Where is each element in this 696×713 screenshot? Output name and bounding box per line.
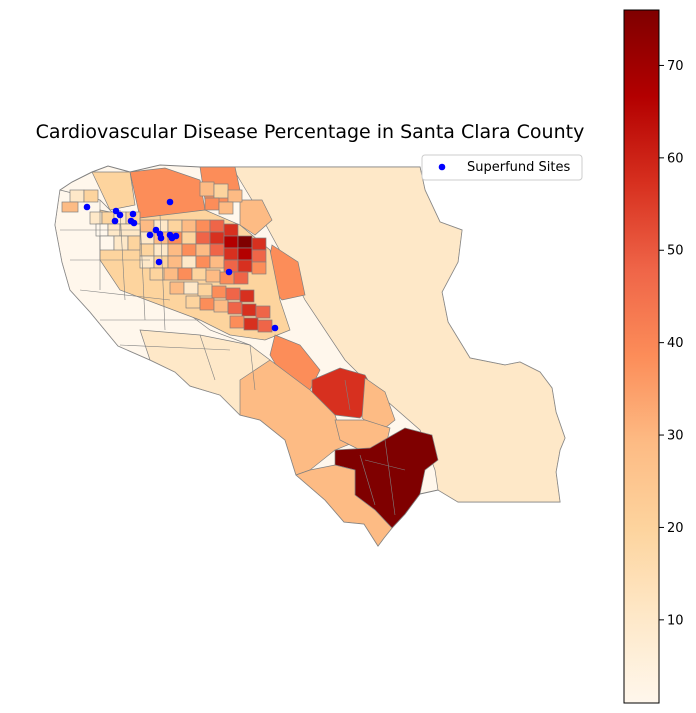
superfund-site-marker — [172, 232, 180, 240]
superfund-site-marker — [155, 258, 163, 266]
tract-northeast-2 — [239, 199, 273, 236]
legend-box — [421, 154, 583, 181]
urban-tracts — [61, 181, 273, 333]
superfund-site-marker — [157, 234, 165, 242]
tract-north-light — [91, 171, 136, 211]
colorbar-tick-label: 10 — [667, 613, 684, 628]
superfund-site-marker — [83, 203, 91, 211]
colorbar-tick-label: 50 — [667, 244, 684, 259]
colorbar-ticks: 10 20 30 40 50 60 70 — [659, 59, 684, 628]
colorbar-tick-label: 20 — [667, 521, 684, 536]
superfund-site-marker — [166, 198, 174, 206]
superfund-site-marker — [111, 217, 119, 225]
tract-morgan-east — [361, 377, 396, 433]
superfund-site-marker — [116, 211, 124, 219]
colorbar-tick-label: 40 — [667, 336, 684, 351]
colorbar: 10 20 30 40 50 60 70 — [623, 9, 684, 704]
colorbar-gradient — [623, 9, 660, 704]
map-title: Cardiovascular Disease Percentage in San… — [36, 121, 585, 143]
superfund-site-marker — [129, 210, 137, 218]
tract-south-hills — [295, 464, 393, 546]
superfund-site-marker — [225, 268, 233, 276]
colorbar-tick-label: 70 — [667, 59, 684, 74]
legend: Superfund Sites — [421, 154, 583, 181]
superfund-sites — [83, 198, 279, 332]
legend-label: Superfund Sites — [467, 160, 570, 175]
colorbar-tick-label: 30 — [667, 429, 684, 444]
superfund-site-marker — [146, 231, 154, 239]
superfund-site-marker — [130, 219, 138, 227]
legend-marker — [438, 163, 446, 171]
colorbar-tick-label: 60 — [667, 151, 684, 166]
superfund-site-marker — [152, 226, 160, 234]
superfund-site-marker — [271, 324, 279, 332]
tract-boundaries — [60, 200, 406, 516]
superfund-site-marker — [112, 207, 120, 215]
county-map — [54, 164, 566, 547]
